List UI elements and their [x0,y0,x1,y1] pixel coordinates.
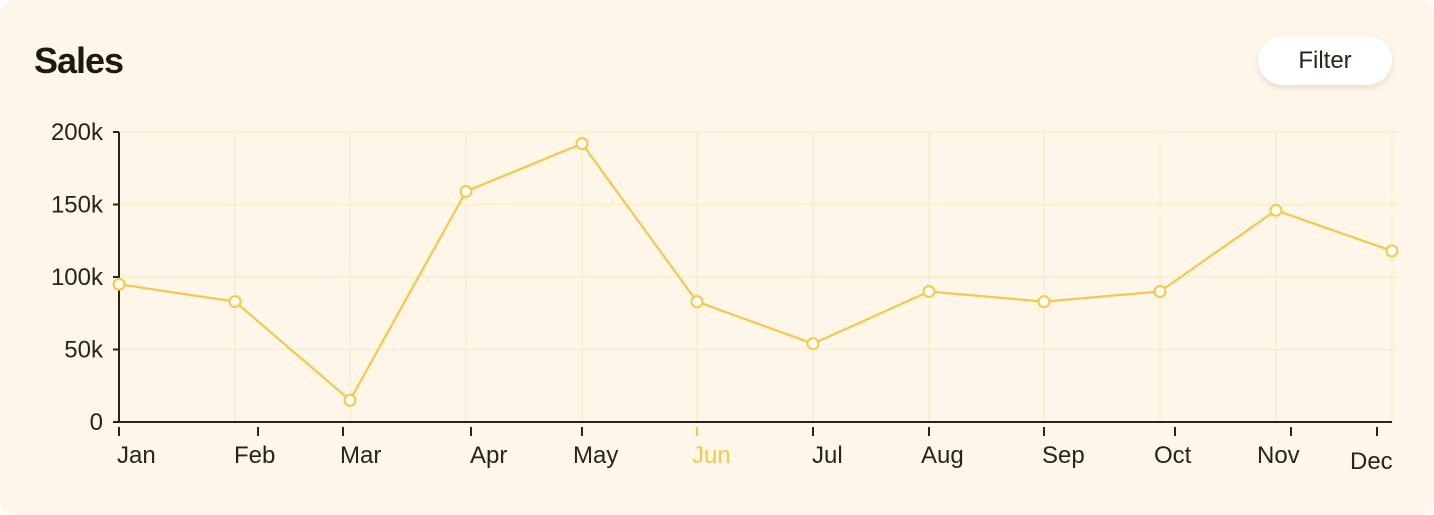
y-tick-label: 0 [90,409,103,436]
x-tick-label: Sep [1042,442,1085,469]
data-point-jul[interactable] [806,337,820,351]
x-tick-label: Mar [340,442,381,469]
data-point-jan[interactable] [112,277,126,291]
data-point-mar[interactable] [343,393,357,407]
filter-button[interactable]: Filter [1258,36,1392,85]
data-point-dec[interactable] [1385,244,1399,258]
sales-line [118,142,1393,402]
data-point-aug[interactable] [922,285,936,298]
x-tick-label: Feb [234,442,275,469]
data-point-jun[interactable] [690,295,704,309]
x-tick-label: Jan [117,442,156,469]
data-point-nov[interactable] [1269,203,1283,217]
data-point-may[interactable] [575,137,589,151]
x-tick-label: Oct [1154,442,1192,469]
y-tick-label: 100k [51,264,104,291]
x-tick-label: Dec [1350,448,1393,475]
x-tick-label: Aug [921,442,964,469]
x-tick-label: May [573,442,618,469]
data-point-oct[interactable] [1153,285,1167,298]
x-tick-label: Jul [812,442,843,469]
y-tick-label: 150k [51,192,104,219]
data-point-sep[interactable] [1037,295,1051,309]
chart-series [112,137,1399,407]
data-point-feb[interactable] [228,295,242,309]
y-tick-label: 200k [51,119,104,146]
page-title: Sales [34,40,124,81]
data-point-apr[interactable] [459,184,473,198]
x-tick-label: Nov [1257,442,1300,469]
chart-tick-labels: 0 50k 100k 150k 200k Jan Feb Mar Apr May Jun Jul Aug… [51,119,1393,475]
x-tick-label: Jun [692,442,731,469]
y-tick-label: 50k [64,337,104,364]
x-tick-label: Apr [470,442,507,469]
chart-axes [113,131,1392,436]
chart-grid [119,131,1398,422]
